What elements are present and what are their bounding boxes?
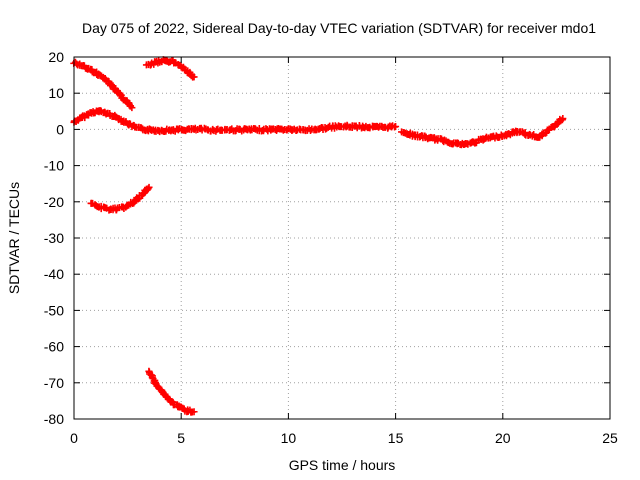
y-tick-label: -30	[44, 230, 64, 246]
data-point	[144, 185, 152, 193]
grid-layer	[74, 57, 610, 419]
data-layer	[70, 56, 567, 416]
y-axis-title: SDTVAR / TECUs	[6, 182, 22, 294]
data-point	[145, 183, 153, 191]
series-upper-left-arc	[70, 58, 136, 112]
y-tick-label: -20	[44, 194, 64, 210]
chart-title: Day 075 of 2022, Sidereal Day-to-day VTE…	[82, 20, 596, 36]
y-tick-label: 10	[48, 85, 64, 101]
y-tick-label: -60	[44, 339, 64, 355]
data-point	[190, 73, 198, 81]
y-tick-label: -80	[44, 411, 64, 427]
series-upper-mid-arc	[142, 56, 198, 81]
tick-layer: 0 5 10 15 20 25 20 10 0 -10 -20 -30 -40 -50 -60 -70 -80	[44, 49, 618, 446]
x-tick-label: 15	[388, 430, 404, 446]
data-point	[559, 115, 567, 123]
y-tick-label: -50	[44, 302, 64, 318]
y-tick-label: 0	[56, 121, 64, 137]
data-point	[107, 81, 115, 89]
x-tick-label: 20	[495, 430, 511, 446]
x-axis-title: GPS time / hours	[289, 457, 396, 473]
x-tick-label: 25	[602, 430, 618, 446]
y-tick-label: 20	[48, 49, 64, 65]
x-tick-label: 5	[177, 430, 185, 446]
series-bottom-arc	[145, 367, 198, 416]
y-tick-label: -10	[44, 158, 64, 174]
y-tick-label: -70	[44, 375, 64, 391]
data-point	[128, 104, 136, 112]
x-tick-label: 10	[281, 430, 297, 446]
series-lower-arc	[87, 183, 153, 214]
data-point	[190, 408, 198, 416]
series-main-track	[70, 107, 400, 136]
x-tick-label: 0	[70, 430, 78, 446]
series-late-track	[398, 115, 567, 149]
y-tick-label: -40	[44, 266, 64, 282]
data-point	[392, 123, 400, 131]
